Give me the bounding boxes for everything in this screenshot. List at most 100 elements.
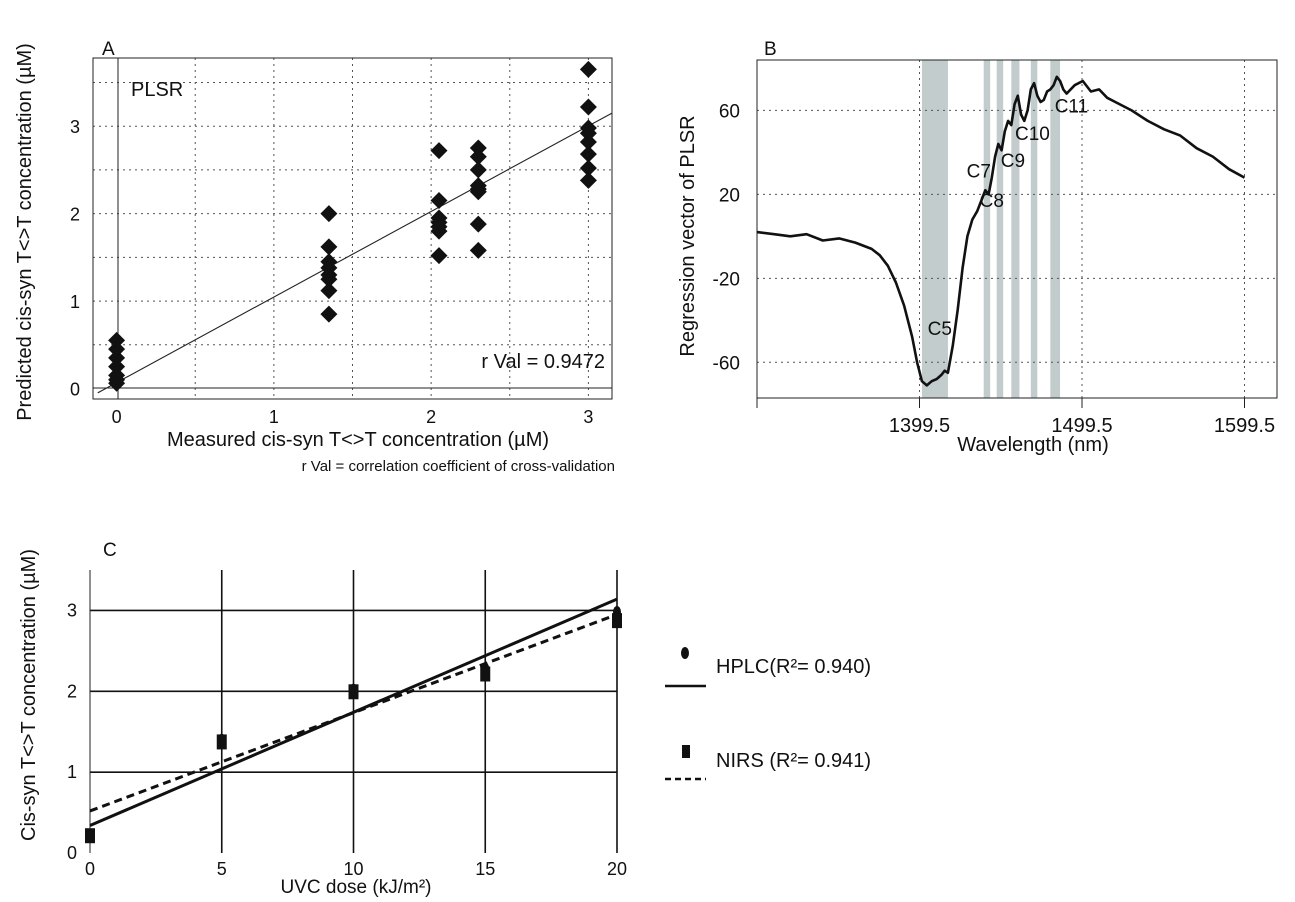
panel-a-frame	[92, 57, 613, 400]
panel-c-nirs-point	[348, 684, 359, 700]
panel-b-x-tick-label: 1399.5	[889, 415, 950, 437]
panel-b-band-label-c10: C10	[1015, 124, 1050, 145]
panel-c-y-tick-labels: 0 1 2 3	[67, 600, 77, 863]
panel-b-y-axis-label: Regression vector of PLSR	[677, 115, 699, 356]
panel-a-points	[108, 60, 597, 392]
panel-a-point	[579, 98, 597, 116]
panel-a-point	[430, 142, 448, 160]
panel-a-point	[469, 183, 487, 201]
panel-b-band-c5	[921, 60, 948, 398]
panel-c-y-tick-label: 0	[67, 843, 77, 863]
panel-b-band-c7	[983, 60, 991, 398]
panel-b-band-label-c8: C8	[980, 191, 1004, 212]
panel-a-grid	[93, 58, 612, 399]
panel-b-band-c10	[1030, 60, 1038, 398]
panel-a-point	[320, 205, 338, 223]
panel-a-point	[320, 238, 338, 256]
panel-b-x-tick-label: 1499.5	[1051, 415, 1112, 437]
panel-c-legend: HPLC(R²= 0.940) NIRS (R²= 0.941)	[665, 647, 871, 781]
panel-c-x-tick-label: 15	[475, 859, 495, 879]
panel-a-x-tick-label: 2	[426, 407, 436, 427]
panel-a-x-tick-label: 0	[112, 407, 122, 427]
panel-a-fit-line	[97, 112, 613, 394]
panel-b-band-label-c11: C11	[1055, 96, 1088, 117]
panel-a-x-tick-label: 1	[269, 407, 279, 427]
panel-a-footnote: r Val = correlation coefficient of cross…	[302, 458, 615, 475]
panel-a-y-tick-label: 3	[70, 117, 80, 137]
panel-c-nirs-point	[216, 734, 227, 750]
panel-c-nirs-fit-line	[89, 613, 618, 813]
panel-b-x-tick-label: 1599.5	[1214, 415, 1275, 437]
panel-a-point	[469, 161, 487, 179]
panel-b-frame	[756, 59, 1278, 399]
panel-a-point	[469, 215, 487, 233]
legend-hplc-label: HPLC(R²= 0.940)	[716, 656, 871, 678]
panel-a-y-axis-label: Predicted cis-syn T<>T concentration (µM…	[14, 43, 36, 421]
panel-a-x-tick-label: 3	[583, 407, 593, 427]
panel-a-point	[320, 282, 338, 300]
panel-a-y-tick-labels: 0 1 2 3	[70, 117, 80, 399]
panel-a-point	[469, 139, 487, 157]
legend-nirs-marker	[682, 745, 690, 758]
panel-a-fit-group	[97, 112, 613, 394]
panel-a-point	[430, 192, 448, 210]
panel-c-x-tick-labels: 0 5 10 15 20	[85, 859, 627, 879]
panel-a-point	[579, 145, 597, 163]
panel-a-y-tick-label: 1	[70, 292, 80, 312]
panel-a-point	[579, 124, 597, 142]
panel-a-y-tick-label: 2	[70, 205, 80, 225]
panel-c-y-tick-label: 1	[67, 762, 77, 782]
legend-nirs-label: NIRS (R²= 0.941)	[716, 750, 871, 772]
panel-c-y-tick-label: 2	[67, 681, 77, 701]
panel-c-label: C	[103, 540, 117, 561]
panel-a-x-tick-labels: 0 1 2 3	[112, 407, 594, 427]
panel-c-nirs-point	[480, 666, 491, 682]
panel-a-point	[430, 247, 448, 265]
panel-a-point	[108, 358, 126, 376]
panel-b-x-tick-labels: 1399.5 1499.5 1599.5	[889, 415, 1275, 437]
panel-a-point	[430, 222, 448, 240]
panel-a-point	[579, 133, 597, 151]
panel-a-point	[108, 374, 126, 392]
panel-c-nirs-point	[612, 613, 622, 629]
panel-a-point	[579, 171, 597, 189]
panel-b-label: B	[764, 39, 777, 60]
panel-b-bands	[921, 60, 1061, 398]
panel-c-nirs-point	[85, 828, 95, 844]
panel-b-band-label-c9: C9	[1001, 151, 1025, 172]
panel-a-y-tick-label: 0	[70, 380, 80, 400]
panel-c-y-tick-label: 3	[67, 600, 77, 620]
panel-b-y-tick-label: 20	[719, 185, 740, 206]
panel-a-x-axis-label: Measured cis-syn T<>T concentration (µM)	[167, 429, 549, 451]
panel-a-point	[579, 159, 597, 177]
panel-c: 0 5 10 15 20 0 1 2 3 C UVC dose (kJ/m²) Cis-syn…	[18, 540, 871, 898]
panel-a-point	[108, 349, 126, 367]
panel-c-points	[85, 606, 622, 844]
panel-a-point	[320, 270, 338, 288]
panel-c-x-tick-label: 0	[85, 859, 95, 879]
panel-a-point	[320, 305, 338, 323]
panel-c-x-tick-label: 5	[217, 859, 227, 879]
panel-b-y-tick-label: 60	[719, 101, 740, 122]
panel-b-band-c11	[1050, 60, 1061, 398]
panel-b-x-axis-label: Wavelength (nm)	[957, 434, 1109, 456]
panel-a-label: A	[102, 39, 115, 60]
panel-b-band-label-c7: C7	[967, 162, 991, 183]
panel-b-y-tick-label: -60	[713, 353, 740, 374]
panel-a-annotation: PLSR	[131, 79, 183, 101]
panel-a-point	[469, 148, 487, 166]
panel-b-band-c9	[1011, 60, 1020, 398]
panel-a-point	[469, 241, 487, 259]
panel-a: 0 1 2 3 0 1 2 3 A PLSR r Val = 0.9472 Measured…	[14, 39, 615, 475]
panel-a-stat-text: r Val = 0.9472	[481, 351, 605, 373]
panel-b-y-tick-label: -20	[713, 269, 740, 290]
panel-c-x-axis-label: UVC dose (kJ/m²)	[281, 877, 432, 898]
panel-c-x-tick-label: 20	[607, 859, 627, 879]
panel-b-band-c8	[996, 60, 1004, 398]
panel-b-band-label-c5: C5	[928, 319, 952, 340]
legend-hplc-marker	[681, 647, 689, 659]
panel-c-hplc-fit-line	[89, 597, 618, 827]
